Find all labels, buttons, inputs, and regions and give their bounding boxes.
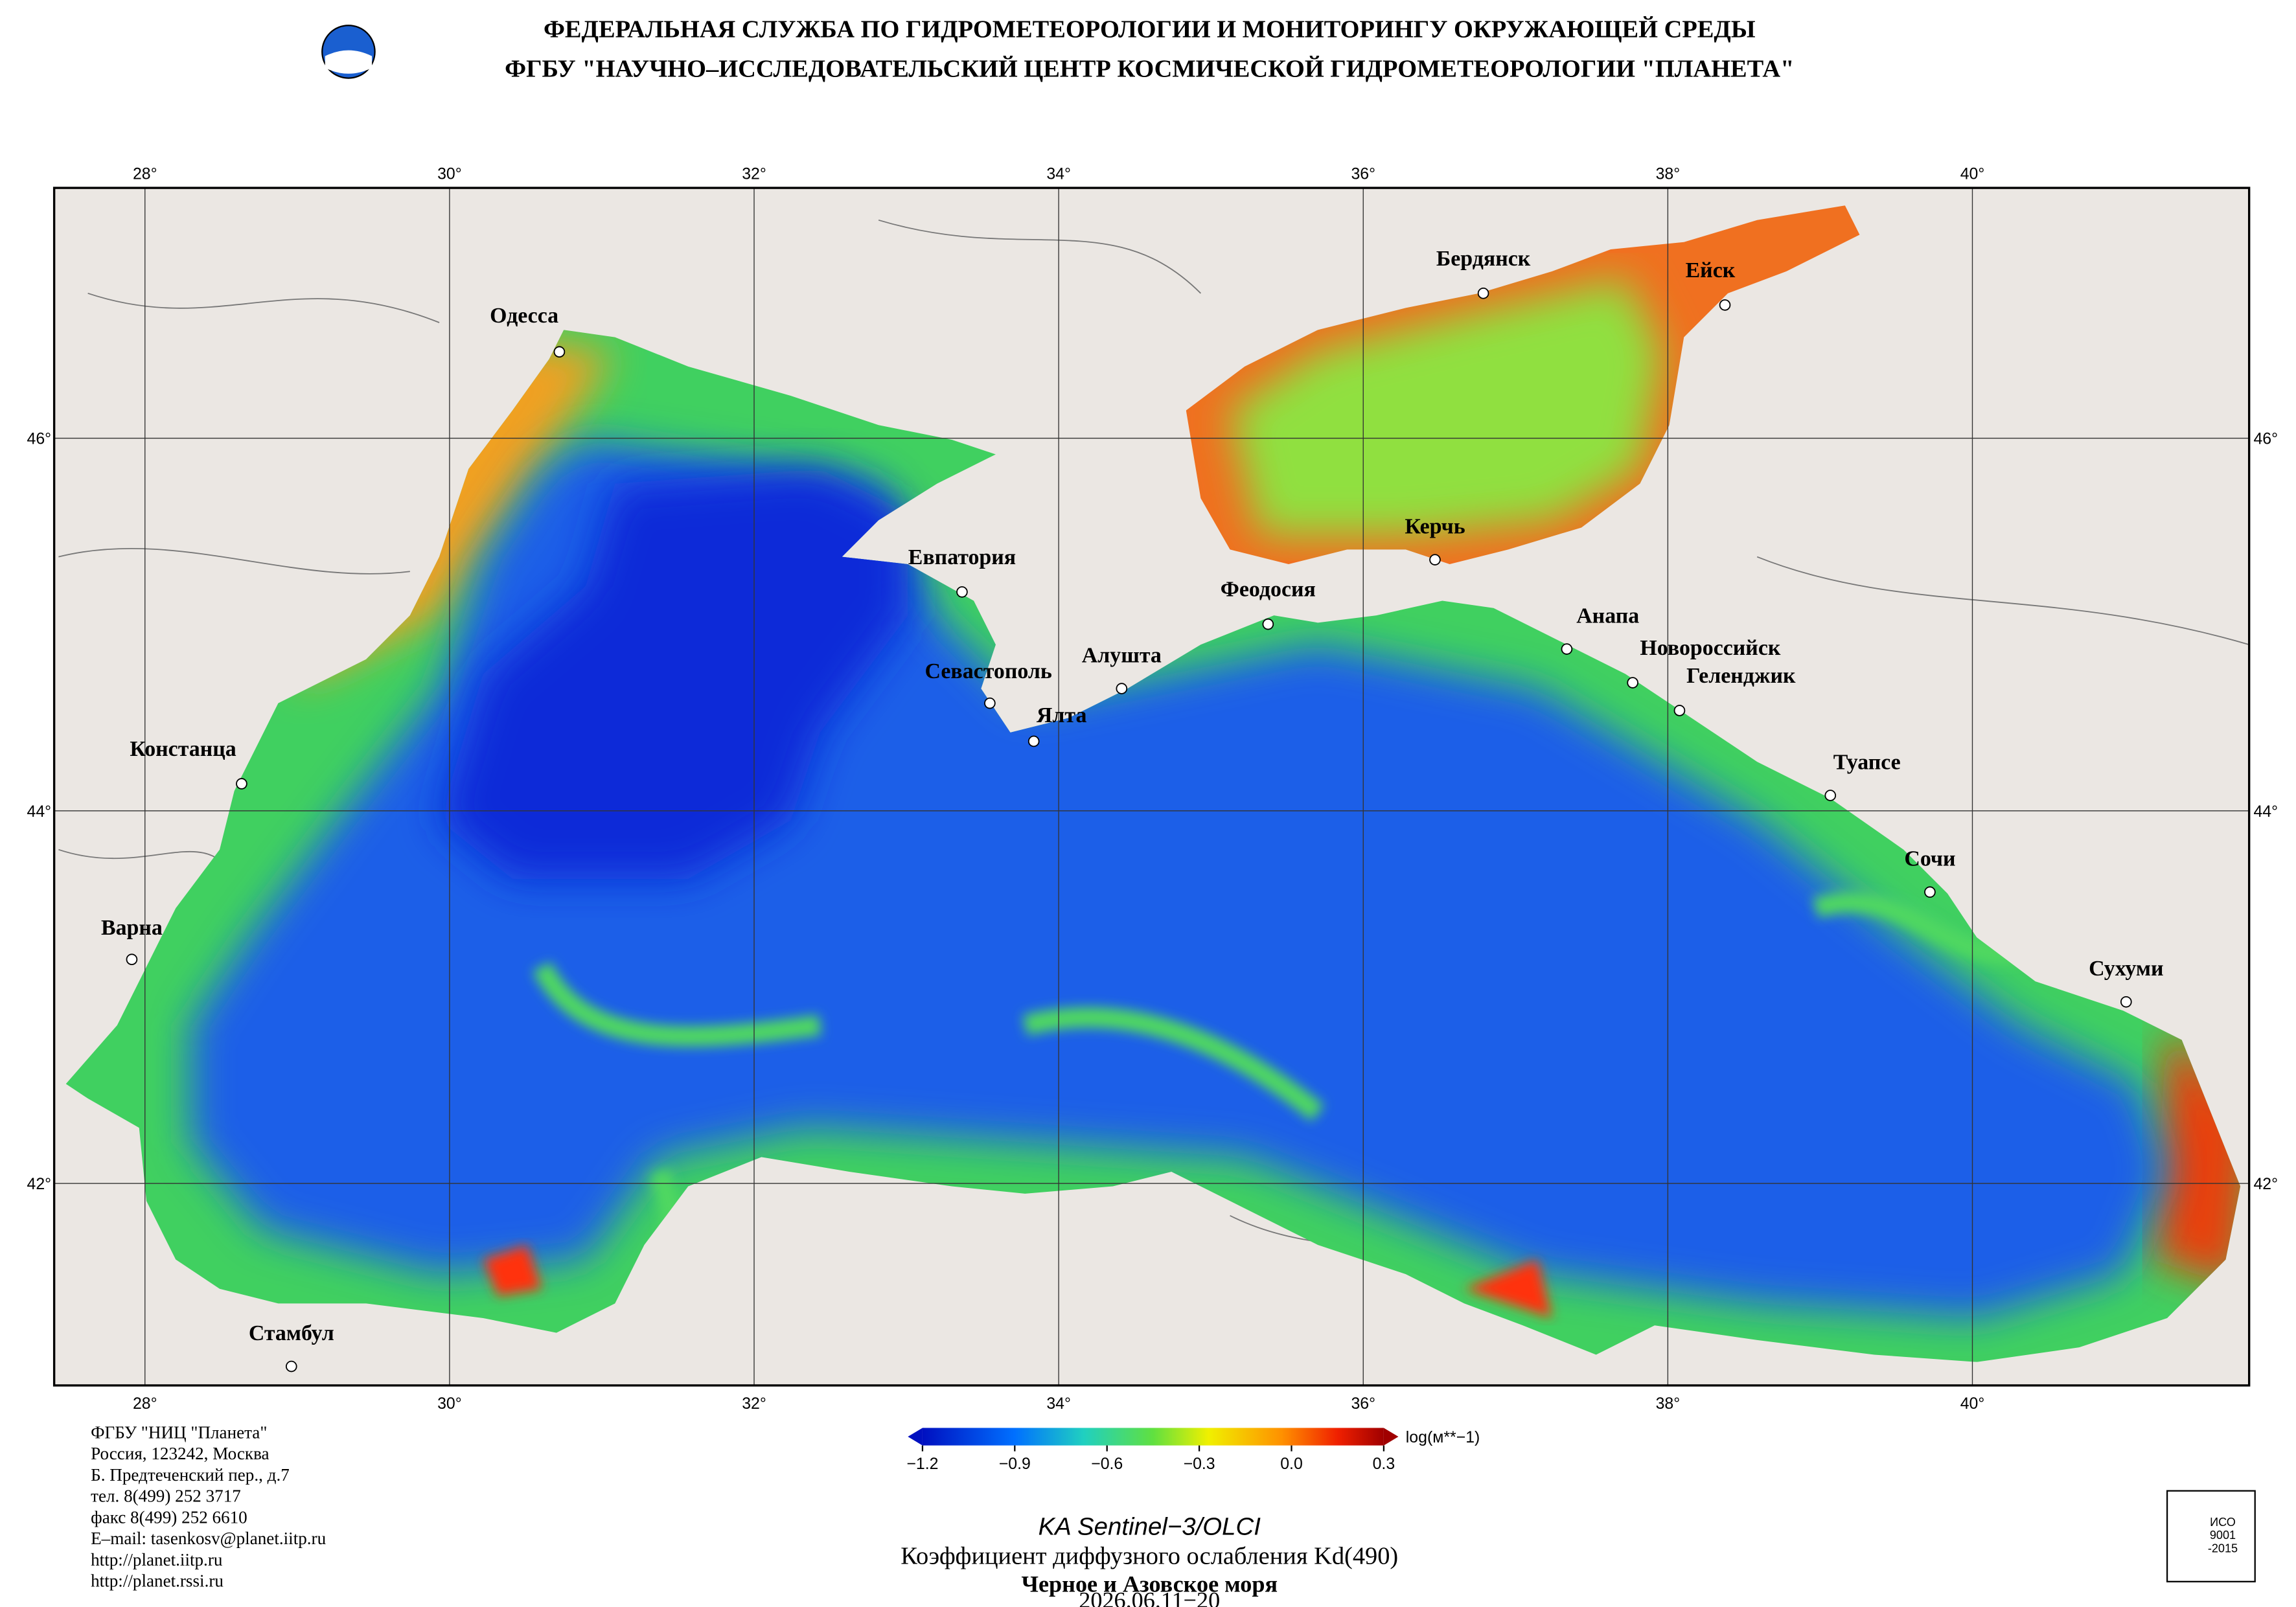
city-marker: [1262, 618, 1274, 630]
city-marker: [1719, 299, 1731, 311]
satellite: KA Sentinel−3/OLCI: [1039, 1512, 1261, 1540]
lon-tick-label: 38°: [1656, 165, 1681, 183]
contact-line: ФГБУ "НИЦ "Планета": [91, 1422, 267, 1442]
iso-logo: ИСО 9001 -2015: [2166, 1490, 2256, 1582]
lon-tick-label: 40°: [1960, 165, 1985, 183]
city-label: Стамбул: [249, 1321, 334, 1345]
city-label: Сочи: [1904, 847, 1955, 871]
city-label: Бердянск: [1436, 247, 1531, 271]
city-marker: [1477, 288, 1489, 299]
city-label: Варна: [101, 916, 163, 940]
lon-tick-label: 34°: [1046, 165, 1071, 183]
city-marker: [236, 778, 247, 790]
contact-line: факс 8(499) 252 6610: [91, 1507, 247, 1527]
colorbar-end: [908, 1428, 923, 1446]
city-label: Севастополь: [924, 659, 1051, 683]
city-marker: [285, 1360, 297, 1373]
city-label: Геленджик: [1686, 664, 1796, 688]
lat-tick-label: 42°: [27, 1175, 52, 1193]
city-label: Констанца: [130, 737, 236, 761]
colorbar-tick-label: −0.3: [1184, 1455, 1215, 1473]
contact-line: E–mail: tasenkosv@planet.iitp.ru: [91, 1529, 326, 1548]
contact-line: http://planet.iitp.ru: [91, 1550, 223, 1569]
iso-text: ИСО: [2210, 1516, 2236, 1529]
lon-tick-label: 36°: [1351, 165, 1375, 183]
lon-tick-label: 34°: [1046, 1395, 1071, 1413]
colorbar-end: [1383, 1428, 1399, 1446]
colorbar-tick-label: 0.3: [1373, 1455, 1395, 1473]
lon-tick-label: 28°: [133, 165, 157, 183]
city-label: Феодосия: [1221, 578, 1316, 602]
lat-tick-label: 42°: [2253, 1175, 2278, 1193]
logo: [321, 25, 376, 79]
lon-tick-label: 30°: [437, 165, 462, 183]
city-marker: [956, 586, 968, 598]
city-label: Алушта: [1082, 643, 1162, 667]
contact-line: тел. 8(499) 252 3717: [91, 1487, 241, 1506]
city-marker: [1561, 643, 1573, 655]
region: Черное и Азовское моря: [1021, 1571, 1278, 1597]
city-label: Евпатория: [908, 545, 1016, 569]
header-line: ФГБУ "НАУЧНО–ИССЛЕДОВАТЕЛЬСКИЙ ЦЕНТР КОС…: [505, 55, 1794, 82]
city-marker: [2120, 996, 2132, 1008]
city-label: Анапа: [1576, 604, 1639, 628]
colorbar-unit: log(м**−1): [1406, 1428, 1480, 1446]
lon-tick-label: 36°: [1351, 1395, 1375, 1413]
city-label: Сухуми: [2089, 957, 2163, 981]
lat-tick-label: 46°: [27, 430, 52, 448]
colorbar-tick-label: 0.0: [1280, 1455, 1303, 1473]
city-marker: [1924, 886, 1936, 898]
map: [52, 187, 2251, 1387]
colorbar-tick-label: −0.9: [999, 1455, 1031, 1473]
lon-tick-label: 40°: [1960, 1395, 1985, 1413]
period: 2026.06.11−20: [1079, 1587, 1220, 1607]
header-line: ФЕДЕРАЛЬНАЯ СЛУЖБА ПО ГИДРОМЕТЕОРОЛОГИИ …: [544, 16, 1756, 43]
lat-tick-label: 46°: [2253, 430, 2278, 448]
colorbar-tick-label: −1.2: [906, 1455, 938, 1473]
iso-text: -2015: [2208, 1542, 2238, 1555]
lon-tick-label: 28°: [133, 1395, 157, 1413]
city-marker: [1824, 790, 1837, 801]
city-marker: [984, 697, 996, 709]
lat-tick-label: 44°: [27, 803, 52, 821]
city-marker: [1627, 677, 1638, 689]
contact-line: Россия, 123242, Москва: [91, 1444, 269, 1463]
city-marker: [1429, 554, 1441, 565]
lon-tick-label: 32°: [742, 165, 766, 183]
city-label: Ейск: [1686, 258, 1736, 282]
iso-text: 9001: [2210, 1529, 2236, 1542]
lon-tick-label: 30°: [437, 1395, 462, 1413]
city-label: Новороссийск: [1640, 636, 1780, 660]
city-label: Керчь: [1405, 514, 1465, 538]
contact-line: http://planet.rssi.ru: [91, 1571, 224, 1591]
city-marker: [553, 346, 566, 358]
lon-tick-label: 32°: [742, 1395, 766, 1413]
city-marker: [126, 953, 138, 966]
colorbar: [922, 1428, 1384, 1446]
city-label: Одесса: [490, 304, 558, 328]
city-marker: [1027, 735, 1040, 747]
city-label: Туапсе: [1833, 750, 1901, 774]
lat-tick-label: 44°: [2253, 803, 2278, 821]
city-marker: [1673, 705, 1686, 716]
city-marker: [1116, 683, 1128, 694]
colorbar-tick-label: −0.6: [1091, 1455, 1123, 1473]
city-label: Ялта: [1037, 703, 1087, 727]
product: Коэффициент диффузного ослабления Kd(490…: [901, 1543, 1398, 1570]
lon-tick-label: 38°: [1656, 1395, 1681, 1413]
contact-line: Б. Предтеченский пер., д.7: [91, 1465, 290, 1485]
